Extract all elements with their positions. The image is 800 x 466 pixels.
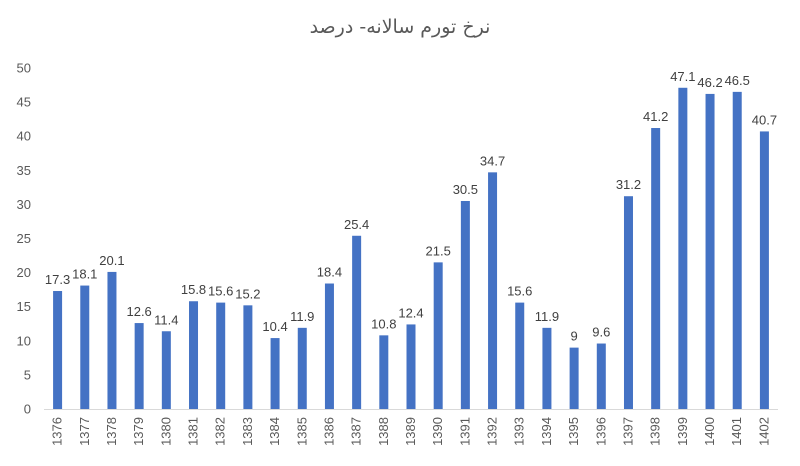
data-label: 15.6 xyxy=(507,284,532,299)
bar xyxy=(515,302,525,409)
data-label: 12.4 xyxy=(398,305,423,320)
data-label: 9 xyxy=(570,329,577,344)
x-tick-label: 1389 xyxy=(403,417,418,446)
x-tick-label: 1401 xyxy=(729,417,744,446)
data-label: 10.4 xyxy=(262,319,287,334)
data-label: 12.6 xyxy=(126,304,151,319)
x-tick-label: 1386 xyxy=(321,417,336,446)
bar xyxy=(270,338,280,409)
bar xyxy=(569,347,579,409)
bars xyxy=(53,87,769,410)
data-label: 15.6 xyxy=(208,284,233,299)
x-tick-label: 1382 xyxy=(213,417,228,446)
data-label: 18.1 xyxy=(72,267,97,282)
y-tick-label: 45 xyxy=(17,95,31,110)
bar xyxy=(324,283,334,409)
bar xyxy=(189,301,199,409)
bar xyxy=(161,331,171,409)
data-label: 15.2 xyxy=(235,286,260,301)
data-label: 11.9 xyxy=(535,309,559,324)
y-tick-label: 25 xyxy=(17,231,31,246)
data-label: 31.2 xyxy=(616,177,641,192)
data-label: 30.5 xyxy=(453,182,478,197)
x-tick-label: 1399 xyxy=(675,417,690,446)
bar xyxy=(623,196,633,409)
y-tick-label: 20 xyxy=(17,265,31,280)
data-label: 17.3 xyxy=(45,272,70,287)
y-tick-label: 5 xyxy=(24,367,31,382)
y-tick-label: 40 xyxy=(17,129,31,144)
bar xyxy=(134,323,144,409)
y-tick-label: 10 xyxy=(17,333,31,348)
data-label: 46.5 xyxy=(725,73,750,88)
x-tick-label: 1391 xyxy=(457,417,472,446)
y-tick-label: 30 xyxy=(17,197,31,212)
bar xyxy=(433,262,443,409)
x-tick-label: 1377 xyxy=(77,417,92,446)
x-tick-label: 1387 xyxy=(349,417,364,446)
x-tick-label: 1381 xyxy=(186,417,201,446)
data-label: 41.2 xyxy=(643,109,668,124)
x-tick-label: 1398 xyxy=(648,417,663,446)
data-label: 20.1 xyxy=(99,253,124,268)
bar xyxy=(297,327,307,409)
bar xyxy=(243,305,253,409)
x-tick-label: 1393 xyxy=(512,417,527,446)
data-label: 10.8 xyxy=(371,316,396,331)
bar xyxy=(80,285,90,409)
data-label: 11.4 xyxy=(154,312,178,327)
y-tick-label: 35 xyxy=(17,163,31,178)
x-tick-label: 1388 xyxy=(376,417,391,446)
bar xyxy=(488,172,498,409)
bar xyxy=(352,235,362,409)
data-label: 21.5 xyxy=(426,243,451,258)
bar xyxy=(542,327,552,409)
bar xyxy=(678,87,688,409)
y-axis: 0 5 10 15 20 25 30 35 40 45 50 xyxy=(17,61,31,417)
x-tick-label: 1385 xyxy=(294,417,309,446)
data-label: 15.8 xyxy=(181,282,206,297)
data-labels: 17.3 18.120.112.611.415.8 15.6 15.210.411.9… xyxy=(45,69,777,344)
x-tick-label: 1384 xyxy=(267,417,282,446)
bar xyxy=(732,91,742,410)
x-tick-label: 1395 xyxy=(566,417,581,446)
x-tick-label: 1378 xyxy=(104,417,119,446)
bar xyxy=(216,302,226,409)
bar xyxy=(53,291,63,409)
x-tick-label: 1397 xyxy=(620,417,635,446)
x-tick-label: 1383 xyxy=(240,417,255,446)
x-tick-label: 1400 xyxy=(702,417,717,446)
bar xyxy=(406,324,416,409)
data-label: 9.6 xyxy=(592,325,610,340)
data-label: 47.1 xyxy=(670,69,695,84)
x-tick-label: 1390 xyxy=(430,417,445,446)
x-tick-label: 1379 xyxy=(131,417,146,446)
x-tick-label: 1392 xyxy=(485,417,500,446)
data-label: 34.7 xyxy=(480,153,505,168)
y-tick-label: 15 xyxy=(17,299,31,314)
x-tick-label: 1396 xyxy=(593,417,608,446)
x-tick-label: 1402 xyxy=(756,417,771,446)
chart-title: نرخ تورم سالانه- درصد xyxy=(309,16,491,38)
x-tick-label: 1394 xyxy=(539,417,554,446)
x-tick-label: 1380 xyxy=(158,417,173,446)
data-label: 40.7 xyxy=(752,112,777,127)
data-label: 11.9 xyxy=(290,309,314,324)
data-label: 18.4 xyxy=(317,265,342,280)
x-tick-label: 1376 xyxy=(50,417,65,446)
bar xyxy=(379,335,389,409)
x-axis: 1376 1377 1378 1379 1380 1381 1382 1383 1384 1385… xyxy=(50,417,772,446)
data-label: 25.4 xyxy=(344,217,369,232)
y-tick-label: 50 xyxy=(17,61,31,76)
bar xyxy=(705,93,715,409)
data-label: 46.2 xyxy=(697,75,722,90)
bar xyxy=(460,200,470,409)
bar xyxy=(651,128,661,410)
bar xyxy=(107,271,117,409)
bar xyxy=(596,343,606,409)
y-tick-label: 0 xyxy=(24,402,31,417)
bar xyxy=(759,131,769,409)
